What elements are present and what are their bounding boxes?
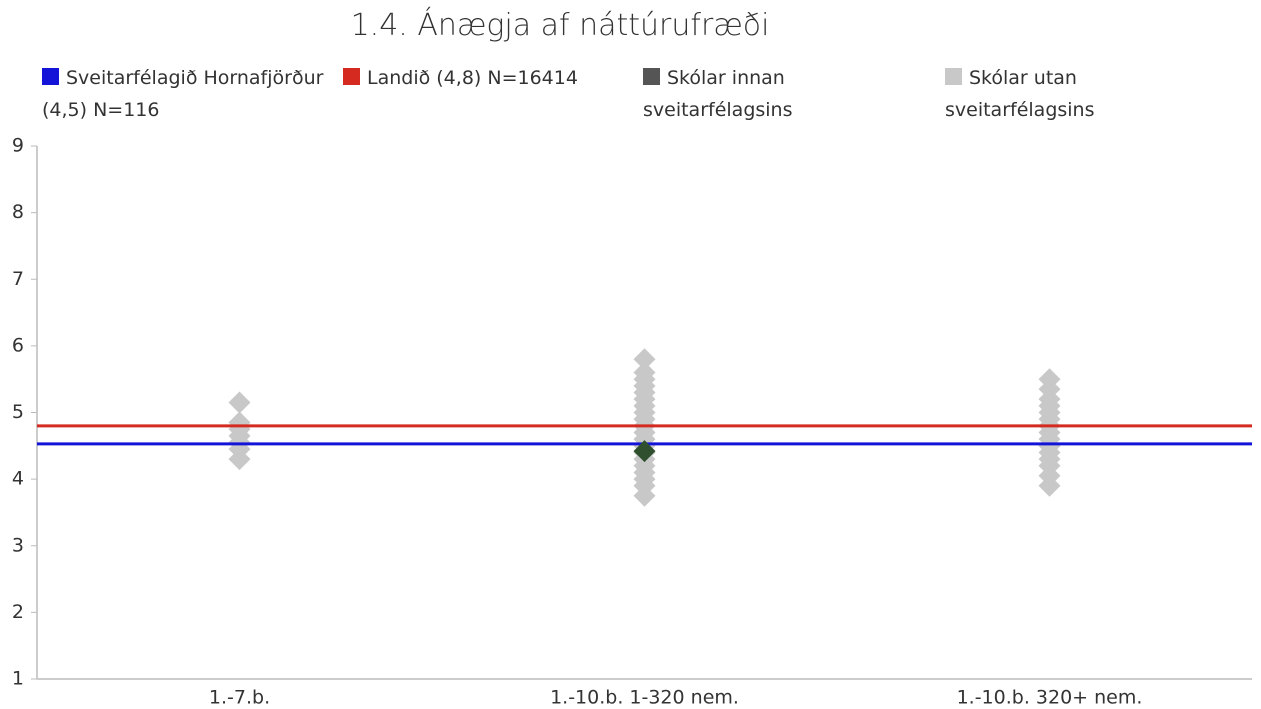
- legend-item: Skólar utan sveitarfélagsins: [945, 62, 1145, 126]
- y-tick-label: 2: [12, 601, 24, 623]
- legend-label: Sveitarfélagið Hornafjörður (4,5) N=116: [42, 67, 324, 121]
- legend-swatch: [643, 68, 660, 85]
- legend-item: Landið (4,8) N=16414: [343, 62, 633, 94]
- diamond-marker: [633, 361, 656, 384]
- diamond-marker: [228, 411, 251, 434]
- y-tick-label: 6: [12, 334, 24, 356]
- legend-item: Skólar innan sveitarfélagsins: [643, 62, 843, 126]
- legend-label: Skólar utan sveitarfélagsins: [945, 67, 1095, 121]
- diamond-marker: [633, 440, 656, 463]
- legend-swatch: [343, 68, 360, 85]
- legend-swatch: [42, 68, 59, 85]
- diamond-marker: [1038, 368, 1061, 391]
- x-tick-label: 1.-7.b.: [209, 687, 270, 709]
- legend-label: Skólar innan sveitarfélagsins: [643, 67, 793, 121]
- y-tick-label: 3: [12, 534, 24, 556]
- y-tick-label: 5: [12, 401, 24, 423]
- legend-swatch: [945, 68, 962, 85]
- y-tick-label: 8: [12, 201, 24, 223]
- legend-label: Landið (4,8) N=16414: [367, 67, 578, 89]
- y-tick-label: 4: [12, 468, 24, 490]
- chart-title: 1.4. Ánægja af náttúrufræði: [350, 8, 770, 43]
- x-tick-label: 1.-10.b. 1-320 nem.: [550, 687, 739, 709]
- y-tick-label: 9: [12, 135, 24, 157]
- x-tick-label: 1.-10.b. 320+ nem.: [957, 687, 1143, 709]
- y-tick-label: 1: [12, 668, 24, 690]
- y-tick-label: 7: [12, 268, 24, 290]
- diamond-marker: [228, 391, 251, 414]
- legend-item: Sveitarfélagið Hornafjörður (4,5) N=116: [42, 62, 332, 126]
- diamond-marker: [633, 348, 656, 371]
